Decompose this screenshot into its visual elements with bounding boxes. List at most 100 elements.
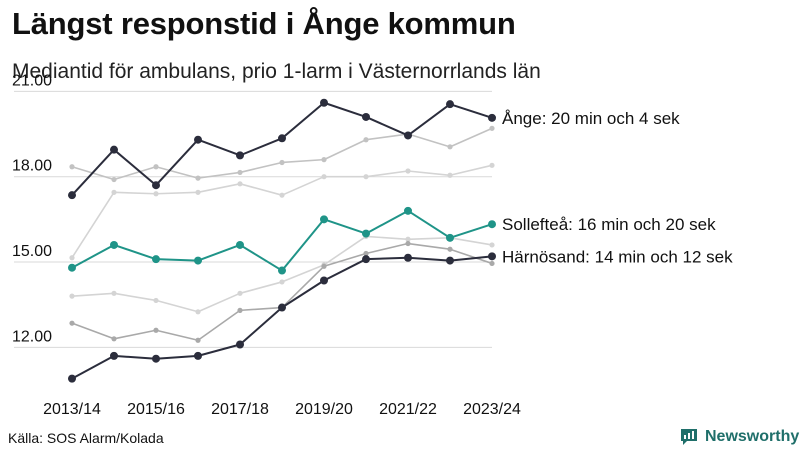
- data-point: [194, 351, 202, 360]
- series-label-harnosand: Härnösand: 14 min och 12 sek: [502, 247, 733, 266]
- y-tick-label: 12.00: [12, 328, 52, 345]
- data-point: [153, 191, 159, 197]
- series-line: [71, 255, 493, 380]
- data-point: [237, 290, 243, 296]
- chart-title: Längst responstid i Ånge kommun: [12, 6, 516, 41]
- data-point: [447, 246, 453, 252]
- data-point: [404, 206, 412, 215]
- data-point: [279, 192, 285, 198]
- data-point: [489, 242, 495, 248]
- data-point: [321, 157, 327, 163]
- series-harnosand: [68, 252, 496, 383]
- series-line: [71, 164, 493, 259]
- x-tick-label: 2023/24: [463, 401, 521, 418]
- data-point: [110, 145, 118, 154]
- data-point: [489, 162, 495, 168]
- data-point: [69, 320, 75, 326]
- chart-subtitle: Mediantid för ambulans, prio 1-larm i Vä…: [12, 60, 541, 83]
- data-point: [446, 100, 454, 109]
- data-point: [69, 293, 75, 299]
- data-point: [236, 340, 244, 349]
- x-tick-label: 2019/20: [295, 401, 353, 418]
- data-point: [236, 240, 244, 249]
- data-point: [69, 255, 75, 261]
- data-point: [488, 252, 496, 261]
- data-point: [405, 240, 411, 247]
- data-point: [236, 151, 244, 160]
- data-point: [278, 303, 286, 312]
- series-ange: [68, 98, 496, 200]
- data-point: [69, 164, 75, 170]
- y-tick-label: 15.00: [12, 243, 52, 260]
- data-point: [321, 263, 327, 269]
- data-point: [152, 255, 160, 264]
- data-point: [362, 112, 370, 121]
- data-point: [362, 229, 370, 238]
- y-tick-label: 21.00: [12, 72, 52, 89]
- source-note: Källa: SOS Alarm/Kolada: [8, 430, 164, 446]
- series-solleftea: [68, 206, 496, 275]
- y-tick-label: 18.00: [12, 158, 52, 175]
- data-point: [153, 297, 159, 304]
- data-point: [194, 135, 202, 144]
- data-point: [237, 307, 243, 313]
- data-point: [153, 164, 159, 170]
- x-axis-tick-labels: 2013/14 2015/16 2017/18 2019/20 2021/22 2023/…: [43, 401, 521, 418]
- data-point: [152, 181, 160, 190]
- data-point: [278, 266, 286, 275]
- data-point: [110, 240, 118, 249]
- series-bg4: [69, 240, 495, 343]
- brand-name: Newsworthy: [705, 428, 800, 445]
- data-point: [194, 256, 202, 265]
- series-bg2: [69, 162, 495, 261]
- data-point: [321, 174, 327, 180]
- data-point: [488, 113, 496, 122]
- data-point: [111, 336, 117, 342]
- data-point: [237, 169, 243, 176]
- series-end-labels: Ånge: 20 min och 4 sek Sollefteå: 16 min …: [502, 109, 733, 267]
- data-point: [195, 189, 201, 195]
- data-point: [446, 233, 454, 242]
- data-point: [278, 134, 286, 143]
- data-point: [320, 215, 328, 224]
- chart-logo-icon: [681, 429, 697, 445]
- data-point: [405, 236, 411, 242]
- data-point: [320, 98, 328, 107]
- x-tick-label: 2013/14: [43, 401, 101, 418]
- data-point: [237, 181, 243, 187]
- y-axis-tick-labels: 21.00 18.00 15.00 12.00: [12, 72, 52, 345]
- data-point: [111, 176, 117, 183]
- data-point: [195, 337, 201, 343]
- x-tick-label: 2021/22: [379, 401, 437, 418]
- data-point: [404, 253, 412, 262]
- data-point: [320, 276, 328, 285]
- data-point: [279, 279, 285, 285]
- data-point: [488, 220, 496, 229]
- data-point: [489, 125, 495, 131]
- data-point: [405, 168, 411, 174]
- x-tick-label: 2017/18: [211, 401, 269, 418]
- data-point: [363, 137, 369, 143]
- newsworthy-logo[interactable]: Newsworthy: [679, 426, 799, 448]
- data-point: [68, 191, 76, 200]
- series-label-ange: Ånge: 20 min och 4 sek: [502, 109, 680, 128]
- data-point: [447, 172, 453, 178]
- data-point: [446, 256, 454, 265]
- series-line: [71, 101, 493, 196]
- data-point: [489, 260, 495, 267]
- data-point: [111, 189, 117, 195]
- data-point: [363, 174, 369, 180]
- grid-lines: [14, 90, 492, 348]
- series-lines: [68, 98, 496, 383]
- data-point: [404, 131, 412, 140]
- data-point: [195, 309, 201, 315]
- data-point: [152, 354, 160, 363]
- data-point: [68, 374, 76, 383]
- series-line: [71, 242, 493, 342]
- data-point: [447, 144, 453, 150]
- data-point: [111, 290, 117, 296]
- data-point: [195, 175, 201, 181]
- data-point: [153, 327, 159, 333]
- data-point: [362, 255, 370, 264]
